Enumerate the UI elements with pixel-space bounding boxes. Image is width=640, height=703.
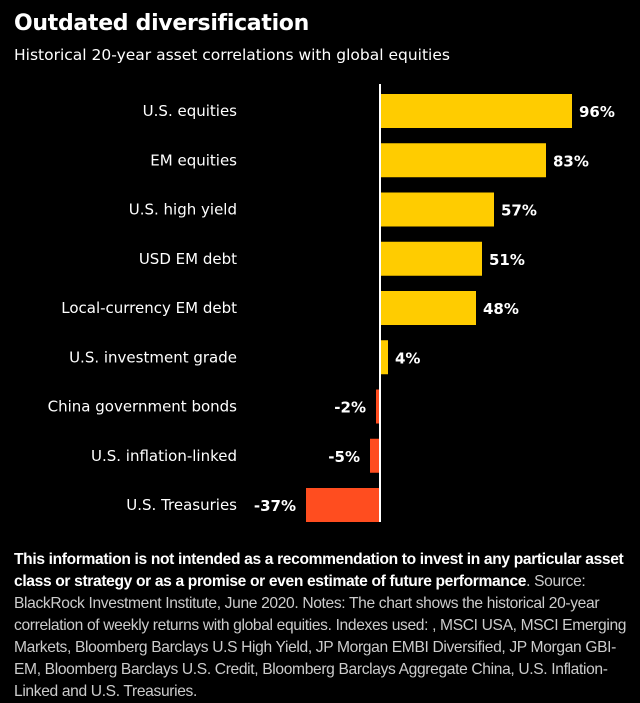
category-label-u-s-inflation-linked: U.S. inflation-linked bbox=[91, 447, 237, 465]
category-label-u-s-equities: U.S. equities bbox=[143, 102, 238, 120]
bar-u-s-inflation-linked bbox=[370, 438, 380, 473]
value-label-usd-em-debt: 51% bbox=[489, 251, 525, 269]
bar-u-s-investment-grade bbox=[380, 340, 388, 375]
bar-china-government-bonds bbox=[376, 389, 380, 424]
bar-u-s-high-yield bbox=[380, 192, 494, 227]
value-label-china-government-bonds: -2% bbox=[334, 399, 366, 417]
chart-title: Outdated diversification bbox=[14, 11, 309, 36]
chart-subtitle: Historical 20-year asset correlations wi… bbox=[14, 46, 450, 64]
disclaimer-footnote: This information is not intended as a re… bbox=[14, 549, 632, 703]
bar-local-currency-em-debt bbox=[380, 291, 476, 325]
category-label-local-currency-em-debt: Local-currency EM debt bbox=[61, 299, 237, 317]
value-label-local-currency-em-debt: 48% bbox=[483, 300, 519, 318]
category-label-u-s-high-yield: U.S. high yield bbox=[129, 201, 237, 219]
bar-em-equities bbox=[380, 143, 546, 178]
disclaimer-bold-text: This information is not intended as a re… bbox=[14, 551, 624, 590]
category-label-u-s-investment-grade: U.S. investment grade bbox=[69, 348, 237, 366]
value-label-u-s-inflation-linked: -5% bbox=[328, 448, 360, 466]
category-label-china-government-bonds: China government bonds bbox=[48, 398, 238, 416]
value-label-u-s-treasuries: -37% bbox=[254, 497, 296, 515]
category-label-u-s-treasuries: U.S. Treasuries bbox=[126, 496, 237, 514]
category-label-usd-em-debt: USD EM debt bbox=[139, 250, 237, 268]
disclaimer-source-notes: . Source: BlackRock Investment Institute… bbox=[14, 573, 627, 700]
value-label-u-s-high-yield: 57% bbox=[501, 202, 537, 220]
bar-chart: U.S. equities 96% EM equities 83% U.S. high … bbox=[48, 84, 615, 522]
bar-u-s-equities bbox=[380, 94, 572, 128]
bar-usd-em-debt bbox=[380, 241, 482, 276]
category-label-em-equities: EM equities bbox=[150, 151, 237, 169]
value-label-u-s-investment-grade: 4% bbox=[395, 349, 420, 367]
bar-u-s-treasuries bbox=[306, 488, 380, 522]
value-label-u-s-equities: 96% bbox=[579, 103, 615, 121]
value-label-em-equities: 83% bbox=[553, 152, 589, 170]
